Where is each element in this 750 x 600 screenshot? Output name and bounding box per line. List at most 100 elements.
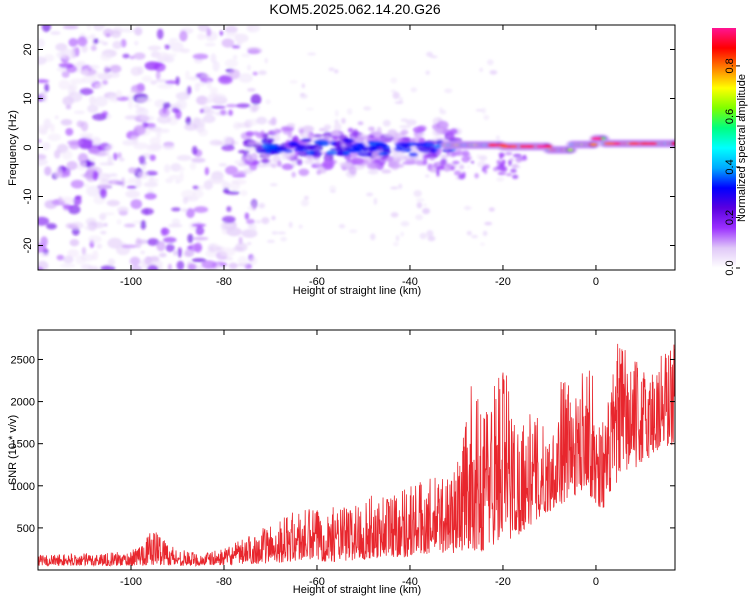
heatmap-cell <box>141 75 153 82</box>
heatmap-cell <box>495 135 501 141</box>
heatmap-cell <box>118 157 125 162</box>
heatmap-y-tick-label: -20 <box>22 238 34 254</box>
heatmap-cell <box>247 225 252 228</box>
heatmap-cell <box>366 192 374 197</box>
snr-y-tick-label: 500 <box>17 523 35 535</box>
heatmap-cell <box>196 33 206 40</box>
heatmap-cell <box>153 62 166 72</box>
heatmap-cell <box>39 252 50 258</box>
heatmap-cell <box>334 109 339 117</box>
heatmap-cell <box>318 127 326 132</box>
heatmap-cell <box>225 165 238 176</box>
heatmap-cell <box>99 162 115 166</box>
heatmap-cell <box>240 190 248 197</box>
heatmap-cell <box>162 102 171 109</box>
heatmap-cell <box>80 253 95 262</box>
heatmap-cell <box>94 83 105 89</box>
heatmap-cell <box>396 155 408 161</box>
heatmap-cell <box>372 149 384 159</box>
snr-y-tick-label: 1000 <box>11 481 35 493</box>
heatmap-y-tick-label: 0 <box>22 144 34 150</box>
heatmap-cell <box>334 151 346 156</box>
colorbar: 0.0 0.2 0.4 0.6 0.8 Normalized spectral ampl… <box>712 28 748 276</box>
heatmap-cell <box>79 132 94 138</box>
heatmap-cell <box>158 107 171 118</box>
heatmap-cell <box>351 143 366 149</box>
heatmap-x-tick-label: 0 <box>593 276 599 288</box>
heatmap-cell <box>465 205 470 211</box>
heatmap-cell <box>273 128 281 135</box>
heatmap-cell <box>287 141 299 147</box>
heatmap-cell <box>357 121 364 126</box>
heatmap-cell <box>81 75 98 84</box>
heatmap-cell <box>76 60 86 67</box>
heatmap-cell <box>102 80 108 85</box>
heatmap-cell <box>496 177 505 182</box>
heatmap-cell <box>206 28 212 37</box>
heatmap-cell <box>177 166 186 171</box>
heatmap-cell <box>186 85 192 95</box>
heatmap-cell <box>471 234 479 239</box>
heatmap-cell <box>147 177 159 184</box>
snr-x-axis: -100 -80 -60 -40 -20 0 <box>120 330 599 588</box>
heatmap-cell <box>101 179 109 183</box>
heatmap-x-tick-label: -60 <box>309 276 325 288</box>
heatmap-cell <box>525 145 533 148</box>
heatmap-cell <box>270 183 278 187</box>
heatmap-cell <box>164 55 175 63</box>
heatmap-cell <box>423 203 427 207</box>
heatmap-cell <box>329 185 337 192</box>
heatmap-cell <box>589 142 598 147</box>
heatmap-cell <box>506 173 513 177</box>
heatmap-cell <box>316 170 321 175</box>
heatmap-cell <box>314 158 321 166</box>
heatmap-cell <box>474 172 479 179</box>
heatmap-cell <box>73 110 86 115</box>
heatmap-cell <box>122 53 130 59</box>
heatmap-cell <box>96 243 103 249</box>
heatmap-cell <box>415 214 424 221</box>
heatmap-cell <box>508 160 512 167</box>
heatmap-cell <box>368 126 375 132</box>
heatmap-cells <box>38 25 675 270</box>
heatmap-cell <box>390 186 399 190</box>
heatmap-cell <box>300 92 305 96</box>
heatmap-cell <box>416 202 423 209</box>
heatmap-cell <box>58 62 74 69</box>
heatmap-cell <box>270 163 277 169</box>
heatmap-cell <box>418 132 426 137</box>
heatmap-cell <box>115 90 123 99</box>
heatmap-cell <box>167 263 172 270</box>
heatmap-cell <box>225 103 238 108</box>
heatmap-cell <box>197 25 210 32</box>
heatmap-cell <box>63 204 73 210</box>
heatmap-cell <box>38 79 50 84</box>
heatmap-cell <box>266 239 275 243</box>
heatmap-cell <box>156 240 166 252</box>
snr-x-tick-label: -40 <box>402 576 418 588</box>
heatmap-x-tick-label: -40 <box>402 276 418 288</box>
heatmap-cell <box>41 25 51 33</box>
heatmap-cell <box>357 151 373 157</box>
heatmap-cell <box>86 185 101 197</box>
heatmap-cell <box>265 150 272 154</box>
heatmap-cell <box>255 220 262 224</box>
heatmap-cell <box>163 236 177 243</box>
heatmap-cell <box>483 168 488 175</box>
heatmap-cell <box>70 179 85 189</box>
heatmap-cell <box>212 245 225 252</box>
heatmap-cell <box>204 42 216 47</box>
heatmap-cell <box>97 73 112 81</box>
heatmap-cell <box>512 153 522 158</box>
heatmap-cell <box>189 162 197 170</box>
heatmap-cell <box>123 223 136 228</box>
heatmap-cell <box>212 60 220 72</box>
heatmap-cell <box>122 139 135 146</box>
heatmap-cell <box>367 169 379 175</box>
heatmap-cell <box>246 218 255 225</box>
heatmap-cell <box>138 107 145 112</box>
heatmap-cell <box>108 72 120 78</box>
heatmap-cell <box>94 96 108 107</box>
heatmap-cell <box>61 70 70 78</box>
